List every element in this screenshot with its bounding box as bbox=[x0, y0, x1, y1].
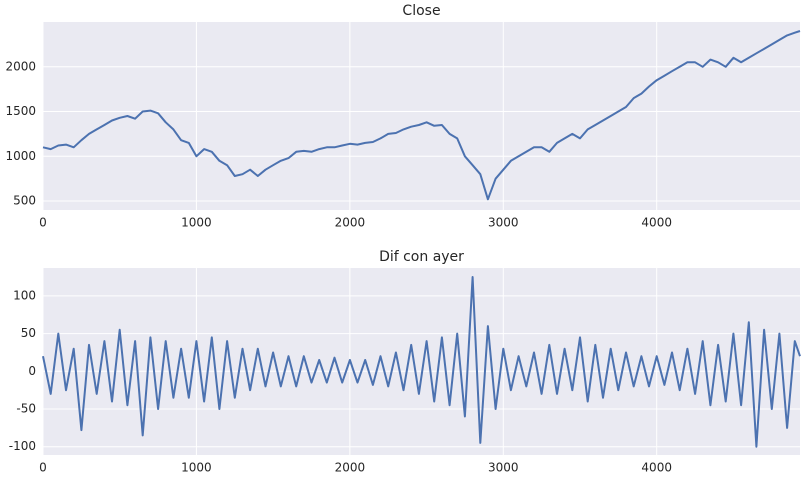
y-tick-label: 2000 bbox=[5, 59, 36, 73]
x-tick-label: 4000 bbox=[641, 461, 672, 475]
y-tick-label: -50 bbox=[16, 402, 36, 416]
y-tick-label: 1500 bbox=[5, 104, 36, 118]
y-tick-label: 0 bbox=[28, 364, 36, 378]
x-tick-label: 3000 bbox=[488, 216, 519, 230]
x-tick-label: 0 bbox=[39, 216, 47, 230]
data-line bbox=[42, 30, 801, 201]
y-tick-label: 50 bbox=[21, 326, 36, 340]
y-tick-label: 1000 bbox=[5, 149, 36, 163]
x-tick-label: 2000 bbox=[335, 216, 366, 230]
x-tick-label: 4000 bbox=[641, 216, 672, 230]
x-tick-label: 2000 bbox=[335, 461, 366, 475]
chart-title: Close bbox=[402, 3, 440, 19]
x-tick-label: 1000 bbox=[181, 461, 212, 475]
chart-title: Dif con ayer bbox=[379, 249, 464, 265]
y-tick-label: 100 bbox=[13, 288, 36, 302]
plot-area bbox=[43, 22, 800, 210]
data-line bbox=[42, 276, 801, 448]
y-tick-label: 500 bbox=[13, 194, 36, 208]
x-tick-label: 1000 bbox=[181, 216, 212, 230]
x-tick-label: 3000 bbox=[488, 461, 519, 475]
y-tick-label: -100 bbox=[9, 439, 36, 453]
x-tick-label: 0 bbox=[39, 461, 47, 475]
